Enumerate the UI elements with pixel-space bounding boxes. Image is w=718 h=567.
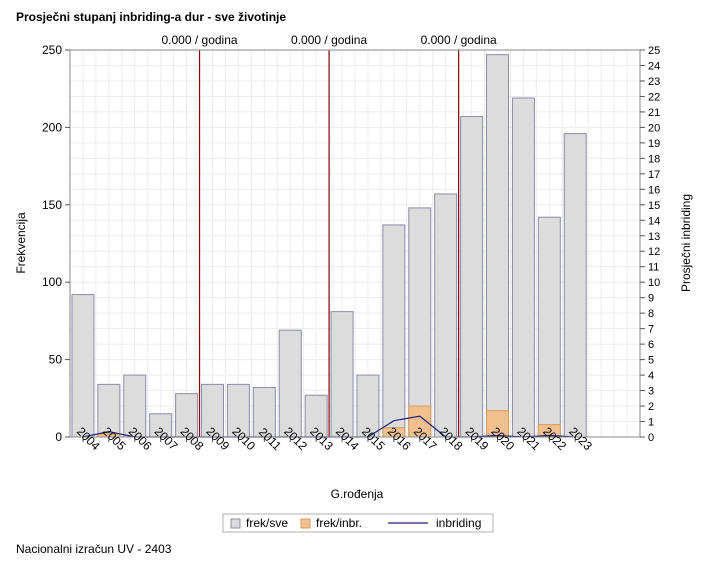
y2-tick-label: 15	[648, 200, 660, 212]
y2-tick-label: 18	[648, 153, 660, 165]
bar-frek-sve-2016	[382, 224, 406, 438]
y2-tick-label: 16	[648, 184, 660, 196]
reference-label-3: 0.000 / godina	[421, 33, 497, 47]
bar-frek-sve-2004	[71, 294, 95, 438]
y-tick-label: 100	[42, 275, 62, 289]
y2-tick-label: 6	[648, 339, 654, 351]
y2-tick-label: 2	[648, 401, 654, 413]
reference-lines: 0.000 / godina 0.000 / godina 0.000 / godi…	[162, 33, 497, 437]
bar-frek-sve-2021	[511, 97, 535, 438]
y2-tick-label: 9	[648, 293, 654, 305]
bars	[71, 54, 587, 438]
bar-frek-sve-2017	[408, 207, 432, 438]
y2-tick-label: 24	[648, 60, 660, 72]
chart-title: Prosječni stupanj inbriding-a dur - sve …	[16, 10, 287, 24]
y2-tick-label: 25	[648, 45, 660, 57]
y2-tick-label: 13	[648, 231, 660, 243]
y2-tick-label: 0	[648, 432, 654, 444]
y2-tick-label: 22	[648, 91, 660, 103]
y-tick-label: 200	[42, 120, 62, 134]
y2-tick-label: 3	[648, 386, 654, 398]
y2-tick-label: 23	[648, 76, 660, 88]
footer-note: Nacionalni izračun UV - 2403	[16, 542, 172, 556]
legend-box	[222, 513, 494, 533]
reference-label-2: 0.000 / godina	[291, 33, 367, 47]
legend-swatch-frek-sve	[230, 518, 241, 529]
y-tick-label: 0	[55, 430, 62, 444]
legend-label-frek-sve: frek/sve	[246, 516, 288, 530]
y2-tick-label: 8	[648, 308, 654, 320]
y2-tick-label: 4	[648, 370, 654, 382]
y2-tick-label: 12	[648, 246, 660, 258]
y-tick-label: 250	[42, 43, 62, 57]
y2-tick-label: 7	[648, 324, 654, 336]
legend-swatch-frek-inbr	[300, 518, 311, 529]
y2-tick-label: 11	[648, 262, 659, 274]
x-axis-label: G.rođenja	[331, 487, 384, 501]
bar-frek-sve-2012	[278, 329, 302, 438]
y2-tick-label: 5	[648, 355, 654, 367]
bar-frek-sve-2019	[460, 116, 484, 438]
y2-tick-label: 1	[648, 417, 654, 429]
y2-tick-label: 21	[648, 107, 660, 119]
reference-label-1: 0.000 / godina	[162, 33, 238, 47]
legend-label-inbriding: inbriding	[436, 516, 481, 530]
y-tick-label: 50	[49, 353, 63, 367]
legend: frek/sve frek/inbr. inbriding	[222, 513, 494, 533]
y2-tick-label: 10	[648, 277, 660, 289]
plot-frame	[69, 49, 641, 438]
bar-frek-sve-2020	[486, 54, 509, 438]
y-tick-label: 150	[42, 198, 62, 212]
y2-tick-label: 14	[648, 215, 660, 227]
bar-frek-sve-2023	[563, 133, 587, 438]
y2-tick-label: 20	[648, 122, 660, 134]
bar-frek-sve-2018	[434, 193, 458, 438]
legend-label-frek-inbr: frek/inbr.	[316, 516, 362, 530]
y-axis-label: Frekvencija	[14, 212, 28, 274]
bar-frek-sve-2014	[330, 311, 354, 438]
y2-tick-label: 19	[648, 138, 660, 150]
y2-axis-label: Prosječni inbriding	[679, 194, 693, 292]
bar-frek-sve-2022	[537, 216, 561, 438]
y2-tick-label: 17	[648, 169, 660, 181]
